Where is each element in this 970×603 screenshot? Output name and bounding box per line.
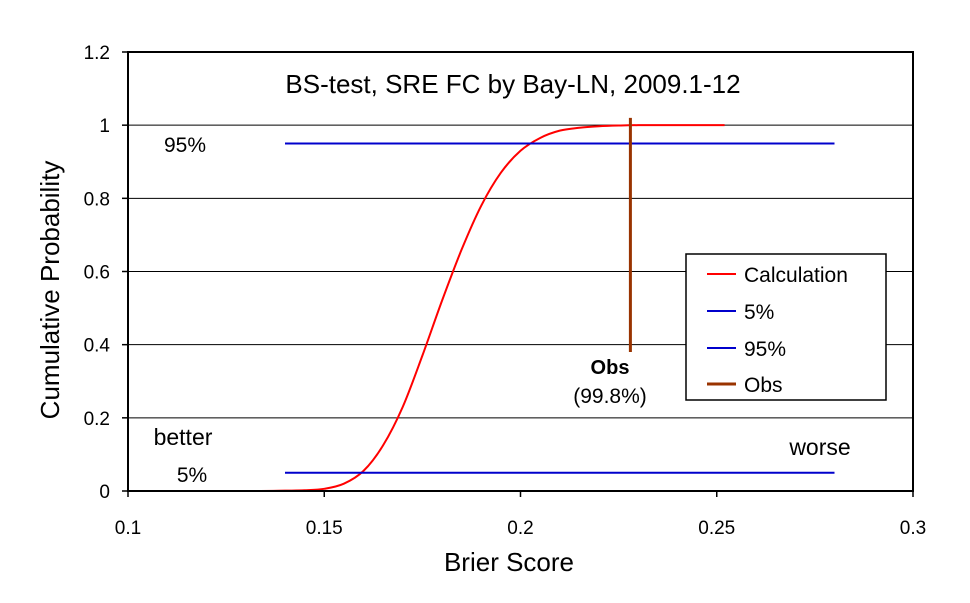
- x-tick-label: 0.25: [698, 518, 735, 539]
- x-tick-label: 0.2: [507, 518, 533, 539]
- legend: Calculation 5% 95% Obs: [685, 253, 887, 401]
- x-axis-title: Brier Score: [444, 547, 574, 577]
- annotation-worse: worse: [788, 434, 850, 460]
- x-tick-label: 0.15: [306, 518, 343, 539]
- y-tick-label: 0.4: [84, 336, 111, 357]
- y-tick-label: 0.2: [84, 409, 110, 430]
- legend-label-obs: Obs: [744, 374, 783, 397]
- annotation-95-percent: 95%: [164, 134, 206, 157]
- legend-label-95-percent: 95%: [744, 338, 786, 361]
- y-tick-label: 1.2: [84, 43, 110, 64]
- y-tick-label: 0: [99, 482, 110, 503]
- y-axis-title: Cumulative Probability: [35, 161, 65, 420]
- legend-box: [685, 253, 887, 401]
- y-tick-label: 0.6: [84, 263, 110, 284]
- x-tick-label: 0.3: [900, 518, 926, 539]
- chart-title: BS-test, SRE FC by Bay-LN, 2009.1-12: [285, 69, 740, 99]
- series-calculation-line: [127, 124, 725, 493]
- legend-label-calculation: Calculation: [744, 264, 848, 287]
- legend-label-5-percent: 5%: [744, 301, 774, 324]
- annotation-better: better: [154, 424, 213, 450]
- x-tick-label: 0.1: [115, 518, 141, 539]
- y-tick-label: 0.8: [84, 189, 110, 210]
- axis-ticks: 0 0.2 0.4 0.6 0.8 1 1.2 0.1 0.15 0.2 0.25 0.3: [84, 43, 927, 539]
- annotation-obs-value: (99.8%): [573, 385, 647, 408]
- annotation-obs-label: Obs: [591, 357, 630, 379]
- y-tick-label: 1: [99, 116, 110, 137]
- series-layer: [127, 117, 835, 493]
- annotation-5-percent: 5%: [177, 464, 207, 487]
